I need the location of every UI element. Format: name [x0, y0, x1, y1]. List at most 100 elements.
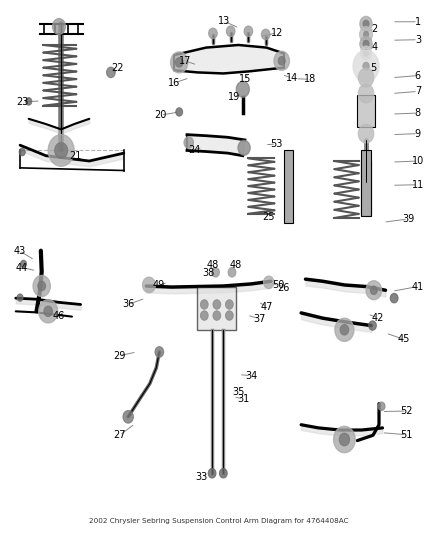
Circle shape [238, 140, 250, 155]
Text: 29: 29 [113, 351, 126, 361]
Text: 37: 37 [253, 314, 265, 324]
Circle shape [236, 82, 249, 97]
Circle shape [278, 56, 285, 65]
Text: 42: 42 [371, 313, 384, 322]
Text: 25: 25 [262, 213, 275, 222]
Circle shape [175, 58, 183, 67]
Text: 22: 22 [111, 63, 124, 73]
Circle shape [55, 142, 67, 158]
Text: 48: 48 [206, 260, 219, 270]
Circle shape [363, 62, 369, 70]
Text: 16: 16 [168, 78, 180, 88]
Circle shape [244, 26, 253, 37]
Text: 12: 12 [271, 28, 283, 38]
Text: 7: 7 [415, 86, 421, 96]
Circle shape [123, 410, 134, 423]
Circle shape [184, 137, 194, 148]
Circle shape [19, 148, 25, 156]
Text: 21: 21 [69, 151, 81, 161]
Circle shape [358, 68, 374, 87]
Circle shape [360, 27, 372, 42]
Text: 26: 26 [277, 283, 290, 293]
Text: 33: 33 [196, 472, 208, 482]
Text: 13: 13 [218, 16, 230, 26]
Circle shape [371, 286, 377, 294]
Bar [357, 95, 375, 127]
Text: 36: 36 [122, 300, 134, 310]
Text: 8: 8 [415, 108, 421, 118]
Text: 47: 47 [261, 302, 273, 312]
Circle shape [17, 294, 23, 301]
Circle shape [26, 98, 32, 105]
Circle shape [335, 318, 354, 342]
Circle shape [364, 31, 369, 38]
Circle shape [48, 135, 74, 166]
Circle shape [261, 29, 270, 39]
Circle shape [228, 268, 236, 277]
Bar [284, 150, 293, 223]
Text: 34: 34 [245, 370, 257, 381]
Polygon shape [174, 45, 284, 74]
Text: 24: 24 [188, 145, 201, 155]
Text: 19: 19 [228, 92, 240, 102]
Circle shape [176, 108, 183, 116]
Polygon shape [187, 135, 245, 156]
Circle shape [360, 17, 372, 31]
Circle shape [208, 28, 217, 39]
Circle shape [53, 19, 66, 35]
Text: 10: 10 [412, 156, 424, 166]
Circle shape [226, 311, 233, 320]
Text: 50: 50 [272, 280, 285, 290]
Circle shape [340, 325, 349, 335]
Circle shape [44, 306, 53, 317]
Text: 5: 5 [370, 63, 376, 73]
Circle shape [155, 346, 164, 357]
Text: 3: 3 [415, 35, 421, 45]
Circle shape [213, 311, 221, 320]
Circle shape [213, 300, 221, 309]
Text: 9: 9 [415, 128, 421, 139]
Circle shape [378, 402, 385, 410]
Bar [361, 161, 371, 214]
Circle shape [219, 469, 227, 478]
Text: 15: 15 [239, 74, 251, 84]
Circle shape [363, 20, 369, 28]
Bar [361, 150, 371, 216]
Text: 14: 14 [286, 73, 299, 83]
Bar [198, 287, 236, 330]
Text: 27: 27 [113, 430, 126, 440]
Circle shape [264, 276, 274, 289]
Circle shape [358, 84, 374, 103]
Circle shape [226, 26, 235, 37]
Text: 35: 35 [232, 387, 244, 397]
Text: 46: 46 [53, 311, 65, 320]
Text: 49: 49 [152, 280, 165, 290]
Circle shape [39, 300, 58, 323]
Circle shape [334, 426, 355, 453]
Text: 6: 6 [415, 70, 421, 80]
Text: 2: 2 [371, 23, 378, 34]
Circle shape [274, 51, 290, 70]
Text: 11: 11 [412, 180, 424, 190]
Circle shape [369, 321, 376, 330]
Text: 38: 38 [202, 268, 215, 278]
Circle shape [363, 40, 369, 48]
Text: 48: 48 [230, 260, 242, 270]
Circle shape [201, 311, 208, 320]
Circle shape [360, 46, 372, 60]
Text: 45: 45 [397, 334, 410, 344]
Text: 2002 Chrysler Sebring Suspension Control Arm Diagram for 4764408AC: 2002 Chrysler Sebring Suspension Control… [89, 518, 349, 524]
Text: 43: 43 [13, 246, 25, 256]
Text: 23: 23 [17, 97, 29, 107]
Circle shape [212, 268, 219, 277]
Text: 51: 51 [400, 430, 413, 440]
Text: 20: 20 [155, 110, 167, 120]
Text: 4: 4 [371, 42, 378, 52]
Circle shape [106, 67, 115, 78]
Text: 31: 31 [237, 394, 249, 404]
Text: 52: 52 [400, 406, 413, 416]
Circle shape [208, 469, 216, 478]
Circle shape [226, 300, 233, 309]
Text: 1: 1 [415, 17, 421, 27]
Circle shape [21, 260, 27, 268]
